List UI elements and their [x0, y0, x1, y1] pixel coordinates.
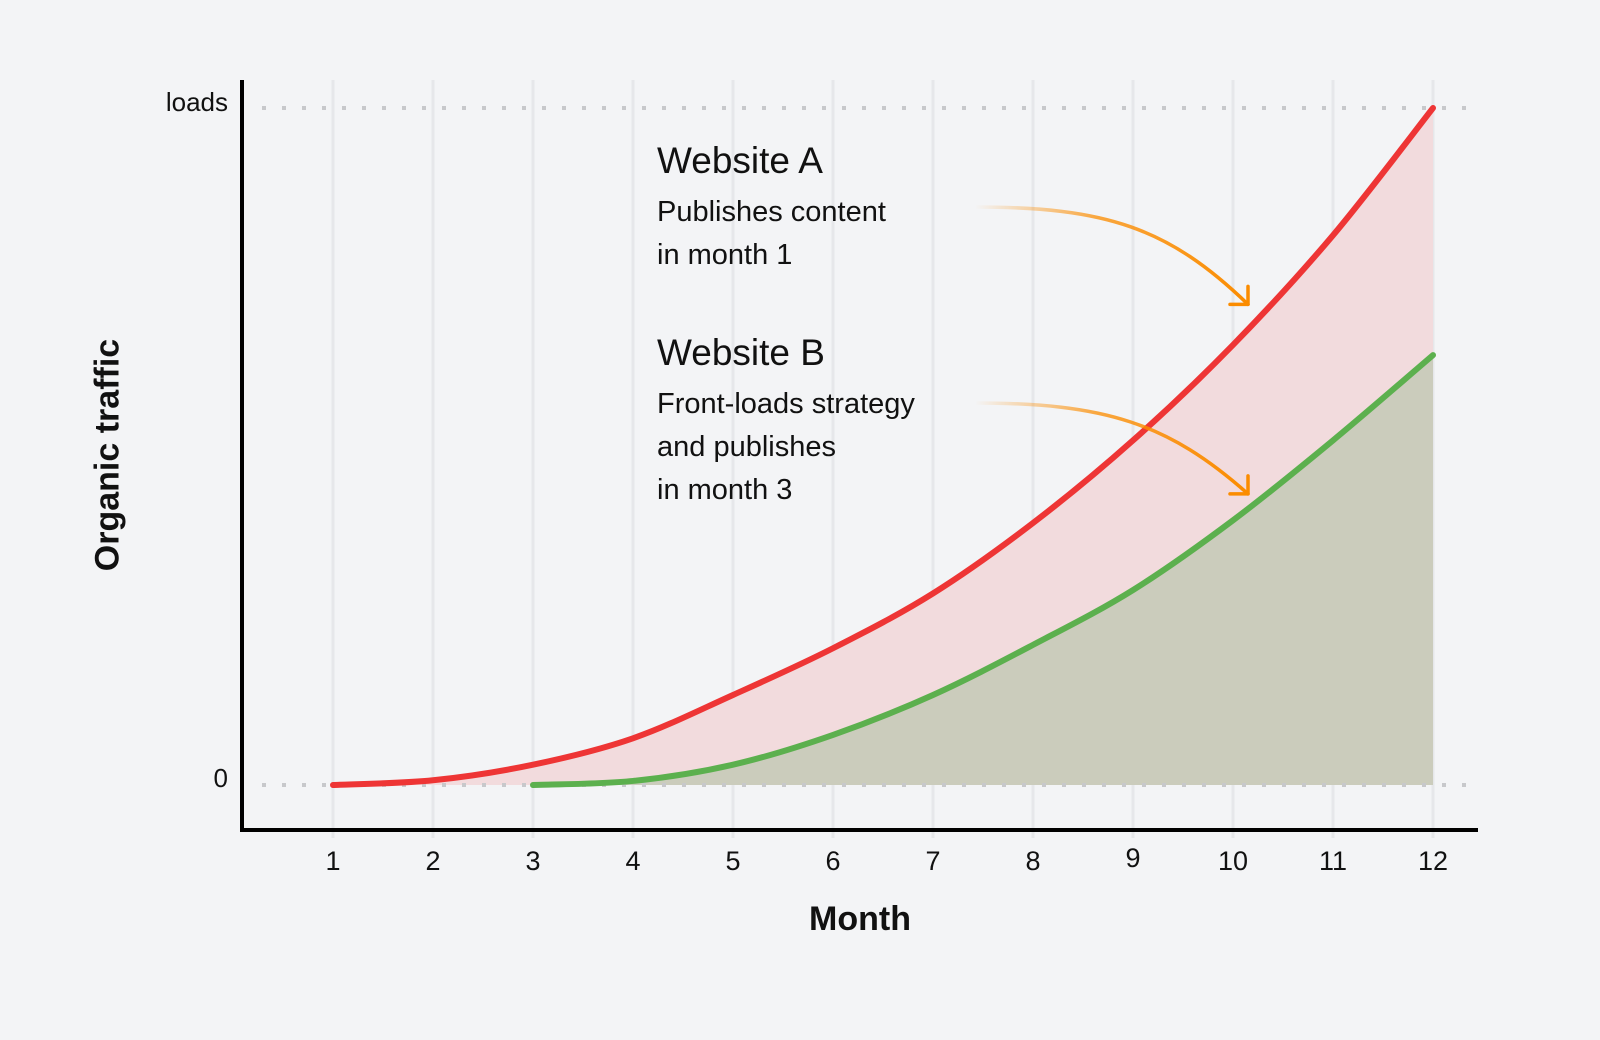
x-tick-label: 11	[1318, 846, 1348, 876]
line-website-b	[530, 352, 1436, 788]
annotation-b-text: Front-loads strategy and publishes in mo…	[657, 383, 915, 512]
annotation-b-line2: and publishes	[657, 431, 836, 463]
x-tick-label: 12	[1417, 846, 1449, 876]
y-axis-title: Organic traffic	[88, 338, 127, 572]
x-tick-label: 4	[625, 846, 641, 876]
area-website-b	[533, 355, 1433, 785]
x-tick-label: 3	[525, 846, 541, 876]
horizontal-dotted-gridlines	[262, 106, 1478, 787]
annotation-arrows	[973, 205, 1250, 496]
annotation-a-line1: Publishes content	[657, 196, 886, 228]
series-areas	[333, 108, 1433, 785]
arrowhead-icon	[1228, 284, 1250, 307]
x-tick-label: 5	[725, 846, 741, 876]
y-tick-label-zero: 0	[213, 763, 228, 793]
x-tick-label: 10	[1217, 846, 1249, 876]
x-tick-label: 6	[825, 846, 841, 876]
x-tick-label: 7	[925, 846, 941, 876]
annotation-a-title: Website A	[657, 140, 823, 181]
annotation-website-a: Website A Publishes content in month 1	[657, 139, 886, 277]
arrow-website-a	[973, 205, 1250, 307]
x-tick-label: 1	[325, 846, 341, 876]
y-tick-label-top: loads	[165, 87, 228, 117]
x-tick-label: 8	[1025, 846, 1041, 876]
x-tick-label: 9	[1125, 843, 1141, 873]
annotation-website-b: Website B Front-loads strategy and publi…	[657, 331, 915, 512]
annotation-b-line1: Front-loads strategy	[657, 388, 915, 420]
axes	[240, 80, 1478, 832]
line-website-a	[330, 105, 1436, 788]
annotation-a-line2: in month 1	[657, 239, 793, 271]
annotation-a-text: Publishes content in month 1	[657, 191, 886, 277]
x-tick-label: 2	[425, 846, 441, 876]
series-lines	[330, 105, 1436, 788]
annotation-b-title: Website B	[657, 332, 825, 373]
arrow-website-b	[973, 401, 1250, 496]
x-axis-title: Month	[809, 900, 911, 938]
arrowhead-icon	[1228, 474, 1250, 496]
annotation-b-line3: in month 3	[657, 474, 793, 506]
